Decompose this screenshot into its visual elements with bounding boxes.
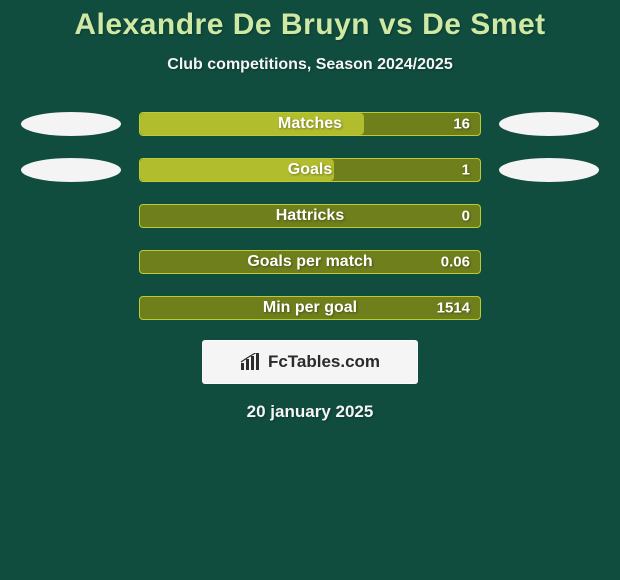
right-slot xyxy=(499,296,599,320)
left-slot xyxy=(21,296,121,320)
stat-label: Goals per match xyxy=(140,253,480,271)
stat-label: Goals xyxy=(140,161,480,179)
right-ellipse xyxy=(499,158,599,182)
right-ellipse xyxy=(499,112,599,136)
stat-rows: Matches16 Goals1 Hattricks0 Goals per match… xyxy=(0,112,620,320)
stat-bar: Matches16 xyxy=(139,112,481,136)
stat-row: Matches16 xyxy=(0,112,620,136)
page-title: Alexandre De Bruyn vs De Smet xyxy=(0,0,620,42)
stat-value: 1514 xyxy=(437,300,470,317)
stat-row: Goals per match0.06 xyxy=(0,250,620,274)
stat-bar: Goals1 xyxy=(139,158,481,182)
subtitle: Club competitions, Season 2024/2025 xyxy=(0,56,620,74)
stat-value: 0 xyxy=(462,208,470,225)
left-ellipse xyxy=(21,158,121,182)
stat-row: Min per goal1514 xyxy=(0,296,620,320)
stat-bar: Goals per match0.06 xyxy=(139,250,481,274)
stat-label: Hattricks xyxy=(140,207,480,225)
stat-bar: Hattricks0 xyxy=(139,204,481,228)
logo-box: FcTables.com xyxy=(202,340,418,384)
bar-chart-icon xyxy=(240,353,262,371)
stat-label: Matches xyxy=(140,115,480,133)
stat-label: Min per goal xyxy=(140,299,480,317)
stat-value: 16 xyxy=(453,116,470,133)
stat-value: 0.06 xyxy=(441,254,470,271)
stat-value: 1 xyxy=(462,162,470,179)
stat-row: Hattricks0 xyxy=(0,204,620,228)
left-slot xyxy=(21,250,121,274)
right-slot xyxy=(499,204,599,228)
stat-bar: Min per goal1514 xyxy=(139,296,481,320)
comparison-infographic: Alexandre De Bruyn vs De Smet Club compe… xyxy=(0,0,620,580)
left-slot xyxy=(21,204,121,228)
stat-row: Goals1 xyxy=(0,158,620,182)
right-slot xyxy=(499,250,599,274)
logo-text: FcTables.com xyxy=(268,352,380,372)
date-text: 20 january 2025 xyxy=(0,402,620,422)
left-ellipse xyxy=(21,112,121,136)
